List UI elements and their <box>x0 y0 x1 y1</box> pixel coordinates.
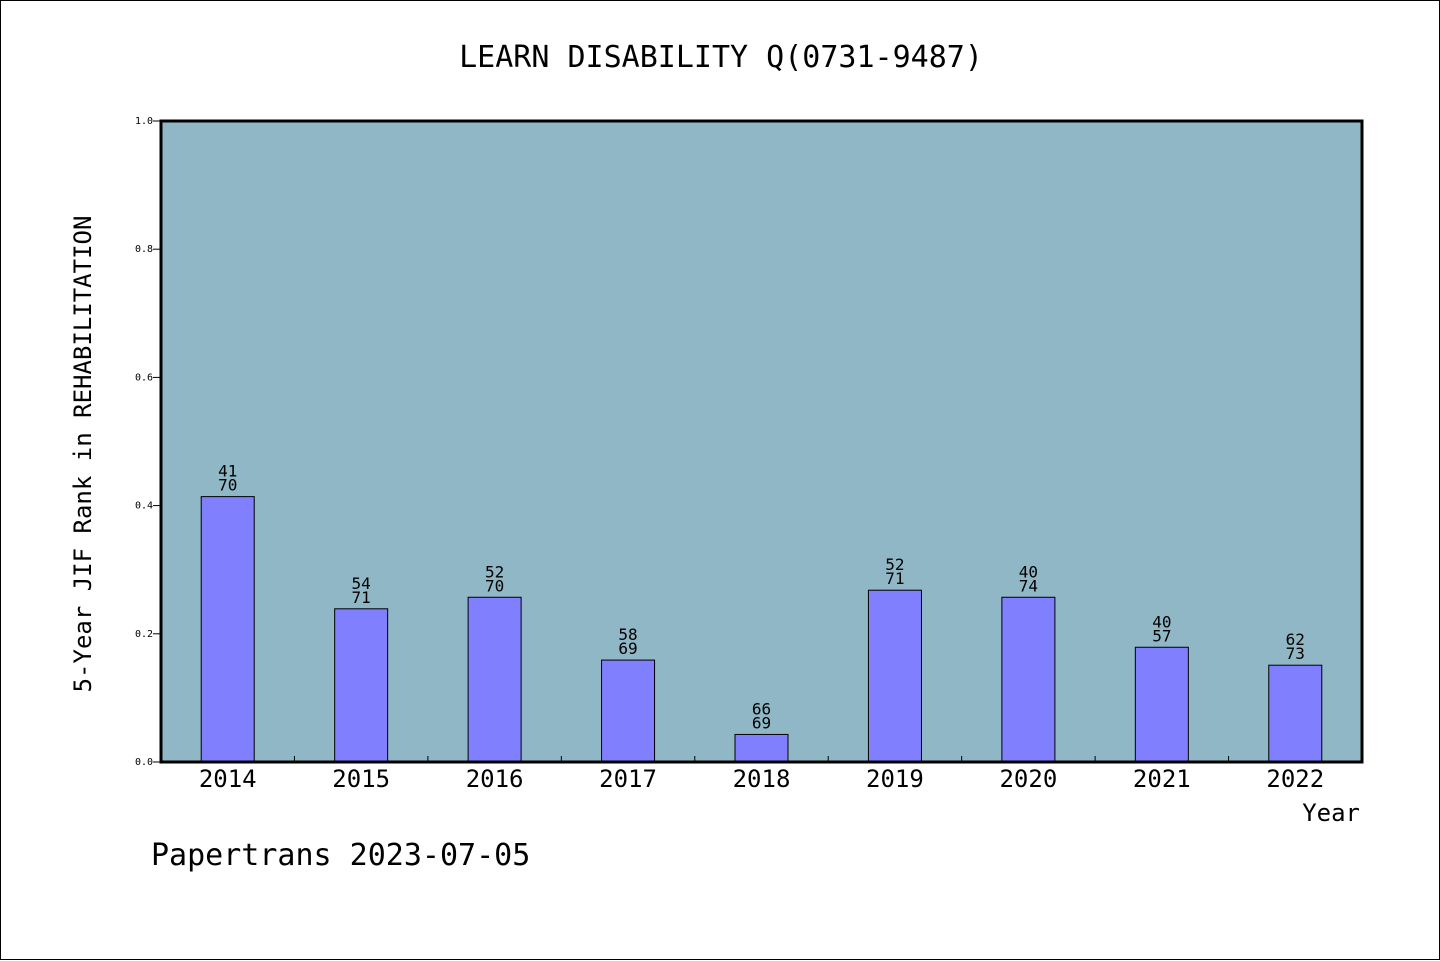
bar-total-label: 73 <box>1286 644 1305 663</box>
chart-title: LEARN DISABILITY Q(0731-9487) <box>459 40 983 75</box>
y-tick-label: 0.6 <box>135 372 153 383</box>
bar-2019 <box>867 589 922 763</box>
footer-text: Papertrans 2023-07-05 <box>151 838 530 873</box>
bar-rank-label: 41 <box>218 462 237 481</box>
x-tick-label: 2022 <box>1266 765 1324 793</box>
y-axis: 0.0 0.2 0.4 0.6 0.8 1.0 <box>135 116 161 768</box>
x-axis: 2014 2015 2016 2017 2018 2019 2020 2021 2022 <box>199 756 1324 793</box>
x-tick-label: 2021 <box>1133 765 1191 793</box>
bar-2015 <box>334 608 389 763</box>
bar-2017 <box>601 659 656 763</box>
bar-2021 <box>1134 646 1189 763</box>
bar-total-label: 74 <box>1019 576 1038 595</box>
bar-rank-label: 66 <box>752 699 771 718</box>
bar-2014 <box>200 496 255 763</box>
bar-2020 <box>1001 596 1056 763</box>
x-tick-label: 2015 <box>332 765 390 793</box>
bar-total-label: 70 <box>485 576 504 595</box>
bar-rank-label: 58 <box>618 625 637 644</box>
bar-total-label: 69 <box>752 713 771 732</box>
bar-total-label: 71 <box>885 569 904 588</box>
bar-rank-label: 40 <box>1019 562 1038 581</box>
x-tick-label: 2016 <box>466 765 524 793</box>
y-tick-label: 0.0 <box>135 757 153 768</box>
plot-border <box>159 119 1364 764</box>
y-tick-label: 0.8 <box>135 244 153 255</box>
x-tick-label: 2019 <box>866 765 924 793</box>
x-tick-label: 2014 <box>199 765 257 793</box>
bar-total-label: 70 <box>218 476 237 495</box>
bar-2018 <box>734 733 789 763</box>
bar-2022 <box>1268 664 1323 763</box>
y-tick-label: 1.0 <box>135 116 153 127</box>
y-axis-label: 5-Year JIF Rank in REHABILITATION <box>69 216 97 693</box>
bar-total-label: 57 <box>1152 626 1171 645</box>
y-tick-label: 0.2 <box>135 629 153 640</box>
bar-rank-label: 54 <box>352 574 371 593</box>
x-tick-label: 2017 <box>599 765 657 793</box>
bar-total-label: 71 <box>352 588 371 607</box>
x-tick-label: 2020 <box>999 765 1057 793</box>
bar-rank-label: 52 <box>485 562 504 581</box>
bar-rank-label: 40 <box>1152 612 1171 631</box>
bar-rank-label: 52 <box>885 555 904 574</box>
y-tick-label: 0.4 <box>135 501 153 512</box>
bar-2016 <box>467 596 522 763</box>
bar-rank-label: 62 <box>1286 630 1305 649</box>
x-tick-label: 2018 <box>733 765 791 793</box>
x-axis-label: Year <box>1302 799 1360 827</box>
bar-total-label: 69 <box>618 639 637 658</box>
